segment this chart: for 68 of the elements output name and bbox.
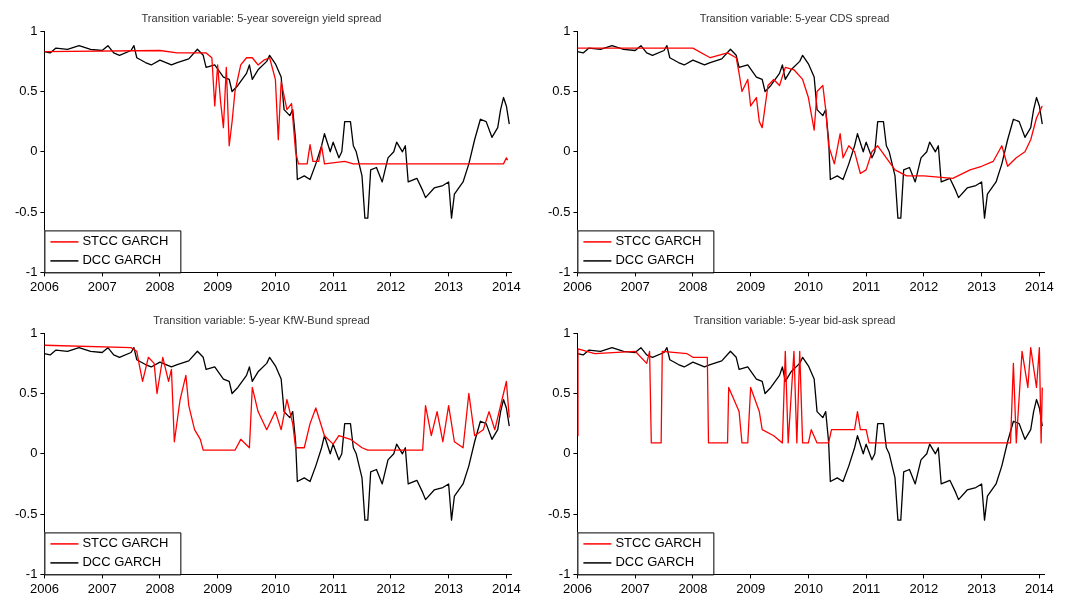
x-tick-label: 2012 (376, 580, 406, 596)
legend-label: DCC GARCH (82, 554, 162, 570)
x-tick-label: 2009 (203, 278, 233, 294)
y-tick-label: -1 (558, 565, 571, 581)
x-tick-label: 2006 (29, 278, 59, 294)
x-tick-label: 2006 (562, 580, 592, 596)
x-tick-label: 2014 (491, 278, 521, 294)
x-tick-label: 2014 (1024, 580, 1054, 596)
x-tick-label: 2014 (491, 580, 521, 596)
y-tick-label: -0.5 (547, 203, 571, 219)
x-tick-label: 2007 (620, 278, 650, 294)
x-tick-label: 2010 (793, 278, 823, 294)
legend-label: STCC GARCH (615, 535, 702, 551)
chart-title: Transition variable: 5-year sovereign yield spread (141, 11, 382, 24)
x-tick-label: 2010 (260, 580, 290, 596)
y-tick-label: 0 (30, 445, 38, 461)
y-tick-label: 1 (30, 324, 38, 340)
x-tick-label: 2014 (1024, 278, 1054, 294)
chart-title: Transition variable: 5-year bid-ask spread (693, 313, 896, 326)
x-tick-label: 2013 (967, 278, 997, 294)
y-tick-label: 0.5 (552, 385, 571, 401)
y-tick-label: 0.5 (19, 385, 38, 401)
x-tick-label: 2012 (909, 278, 939, 294)
x-tick-label: 2008 (145, 278, 175, 294)
x-tick-label: 2013 (434, 278, 464, 294)
y-tick-label: 1 (563, 22, 571, 38)
x-tick-label: 2006 (29, 580, 59, 596)
x-tick-label: 2009 (736, 580, 766, 596)
x-tick-label: 2011 (319, 278, 348, 294)
x-tick-label: 2010 (793, 580, 823, 596)
y-tick-label: -0.5 (14, 505, 38, 521)
y-tick-label: -1 (25, 565, 38, 581)
legend-label: DCC GARCH (615, 252, 695, 268)
y-tick-label: -0.5 (547, 505, 571, 521)
x-tick-label: 2013 (434, 580, 464, 596)
chart-title: Transition variable: 5-year KfW-Bund spread (153, 313, 370, 326)
chart-title: Transition variable: 5-year CDS spread (699, 11, 890, 24)
y-tick-label: -0.5 (14, 203, 38, 219)
y-tick-label: 1 (563, 324, 571, 340)
x-tick-label: 2007 (87, 278, 117, 294)
x-tick-label: 2007 (87, 580, 117, 596)
x-tick-label: 2008 (678, 278, 708, 294)
x-tick-label: 2007 (620, 580, 650, 596)
legend-label: DCC GARCH (82, 252, 162, 268)
x-tick-label: 2010 (260, 278, 290, 294)
legend-label: STCC GARCH (82, 233, 169, 249)
y-tick-label: 0 (30, 143, 38, 159)
x-tick-label: 2011 (319, 580, 348, 596)
x-tick-label: 2008 (678, 580, 708, 596)
y-tick-label: 0.5 (19, 83, 38, 99)
x-tick-label: 2006 (562, 278, 592, 294)
y-tick-label: 0 (563, 143, 571, 159)
x-tick-label: 2012 (909, 580, 939, 596)
y-tick-label: 0 (563, 445, 571, 461)
x-tick-label: 2013 (967, 580, 997, 596)
y-tick-label: -1 (25, 263, 38, 279)
x-tick-label: 2009 (203, 580, 233, 596)
y-tick-label: -1 (558, 263, 571, 279)
x-tick-label: 2011 (852, 278, 881, 294)
y-tick-label: 1 (30, 22, 38, 38)
x-tick-label: 2011 (852, 580, 881, 596)
legend-label: STCC GARCH (82, 535, 169, 551)
x-tick-label: 2008 (145, 580, 175, 596)
legend-label: DCC GARCH (615, 554, 695, 570)
x-tick-label: 2012 (376, 278, 406, 294)
y-tick-label: 0.5 (552, 83, 571, 99)
legend-label: STCC GARCH (615, 233, 702, 249)
x-tick-label: 2009 (736, 278, 766, 294)
